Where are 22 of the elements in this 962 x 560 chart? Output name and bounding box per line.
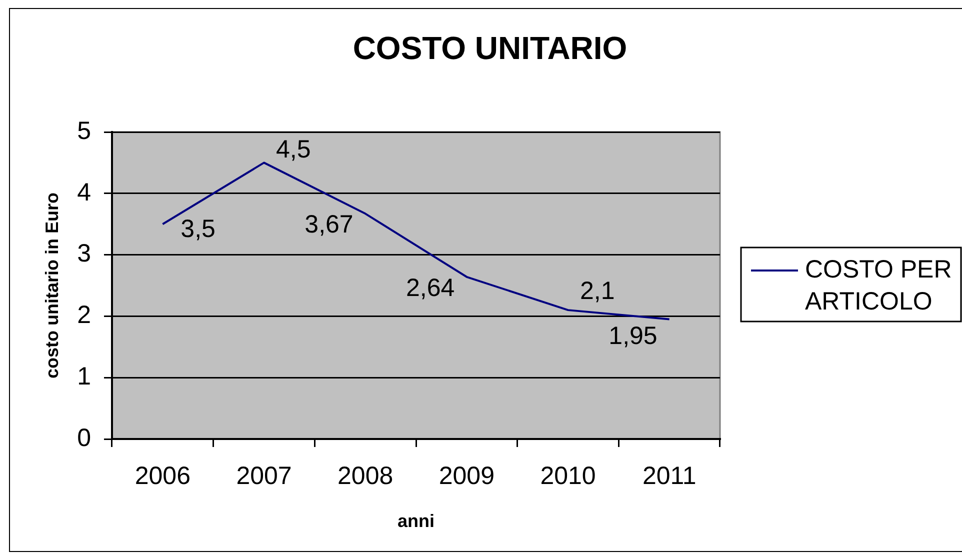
data-label: 4,5 (276, 136, 311, 164)
data-label: 2,1 (580, 276, 615, 305)
x-tick-label: 2009 (438, 462, 494, 490)
y-tick-label: 5 (77, 116, 91, 145)
data-label: 3,67 (304, 210, 354, 239)
y-tick-label: 3 (77, 240, 91, 268)
chart-title: COSTO UNITARIO (352, 30, 628, 66)
y-tick-label: 2 (77, 301, 91, 330)
data-label: 3,5 (180, 214, 216, 243)
legend-label: COSTO PER ARTICOLO (805, 255, 952, 316)
x-axis-title: anni (397, 511, 435, 532)
data-label: 1,95 (608, 322, 658, 350)
x-tick-label: 2010 (540, 462, 596, 490)
x-tick-label: 2007 (236, 462, 292, 490)
y-axis-title: costo unitario in Euro (42, 192, 62, 379)
y-tick-label: 4 (77, 178, 92, 206)
x-tick-label: 2011 (642, 462, 696, 490)
y-tick-label: 1 (77, 362, 91, 390)
x-tick-label: 2006 (134, 462, 190, 490)
x-tick-label: 2008 (338, 462, 394, 490)
data-label: 2,64 (406, 274, 455, 302)
y-tick-label: 0 (77, 424, 91, 452)
